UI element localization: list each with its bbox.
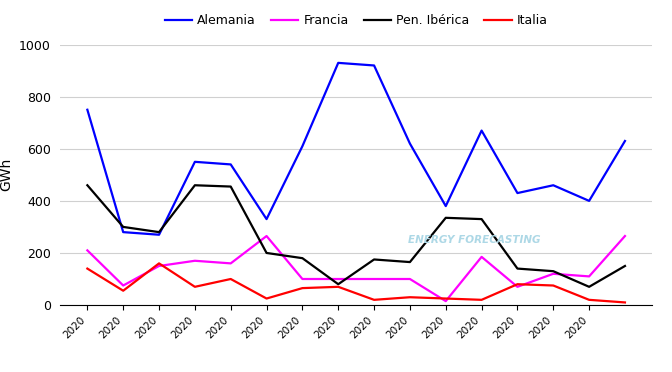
Francia [585, 274, 593, 279]
Francia [263, 234, 271, 238]
Francia [406, 277, 414, 281]
Alemania [406, 141, 414, 146]
Francia [155, 264, 163, 268]
Francia [83, 248, 91, 253]
Italia [263, 296, 271, 301]
Francia [334, 277, 342, 281]
Pen. Ibérica [226, 184, 235, 189]
Francia [478, 254, 486, 259]
Francia [621, 234, 629, 238]
Alemania [478, 128, 486, 133]
Italia [513, 282, 521, 286]
Pen. Ibérica [585, 285, 593, 289]
Italia [191, 285, 199, 289]
Pen. Ibérica [298, 256, 306, 260]
Pen. Ibérica [549, 269, 557, 273]
Text: ENERGY FORECASTING: ENERGY FORECASTING [408, 235, 541, 245]
Pen. Ibérica [442, 215, 450, 220]
Italia [119, 288, 127, 293]
Pen. Ibérica [406, 260, 414, 264]
Francia [370, 277, 378, 281]
Line: Italia: Italia [87, 263, 625, 302]
Francia [119, 283, 127, 288]
Alemania [298, 144, 306, 148]
Legend: Alemania, Francia, Pen. Ibérica, Italia: Alemania, Francia, Pen. Ibérica, Italia [159, 9, 553, 32]
Francia [226, 261, 235, 266]
Italia [621, 300, 629, 305]
Pen. Ibérica [334, 282, 342, 286]
Pen. Ibérica [478, 217, 486, 221]
Alemania [334, 61, 342, 65]
Italia [585, 298, 593, 302]
Line: Francia: Francia [87, 236, 625, 301]
Francia [298, 277, 306, 281]
Line: Alemania: Alemania [87, 63, 625, 235]
Alemania [442, 204, 450, 208]
Alemania [226, 162, 235, 167]
Pen. Ibérica [83, 183, 91, 187]
Italia [478, 298, 486, 302]
Alemania [191, 160, 199, 164]
Italia [406, 295, 414, 299]
Pen. Ibérica [370, 257, 378, 262]
Alemania [621, 139, 629, 143]
Italia [334, 285, 342, 289]
Francia [191, 259, 199, 263]
Italia [226, 277, 235, 281]
Alemania [585, 199, 593, 203]
Pen. Ibérica [191, 183, 199, 187]
Italia [549, 283, 557, 288]
Pen. Ibérica [119, 225, 127, 229]
Francia [549, 272, 557, 276]
Line: Pen. Ibérica: Pen. Ibérica [87, 185, 625, 287]
Italia [370, 298, 378, 302]
Alemania [513, 191, 521, 195]
Italia [83, 266, 91, 271]
Pen. Ibérica [621, 264, 629, 268]
Italia [298, 286, 306, 290]
Francia [442, 299, 450, 303]
Italia [155, 261, 163, 266]
Alemania [370, 63, 378, 68]
Pen. Ibérica [263, 251, 271, 255]
Italia [442, 296, 450, 301]
Pen. Ibérica [513, 266, 521, 271]
Alemania [549, 183, 557, 187]
Francia [513, 285, 521, 289]
Alemania [155, 232, 163, 237]
Alemania [83, 108, 91, 112]
Alemania [119, 230, 127, 234]
Pen. Ibérica [155, 230, 163, 234]
Y-axis label: GWh: GWh [0, 158, 13, 192]
Alemania [263, 217, 271, 221]
